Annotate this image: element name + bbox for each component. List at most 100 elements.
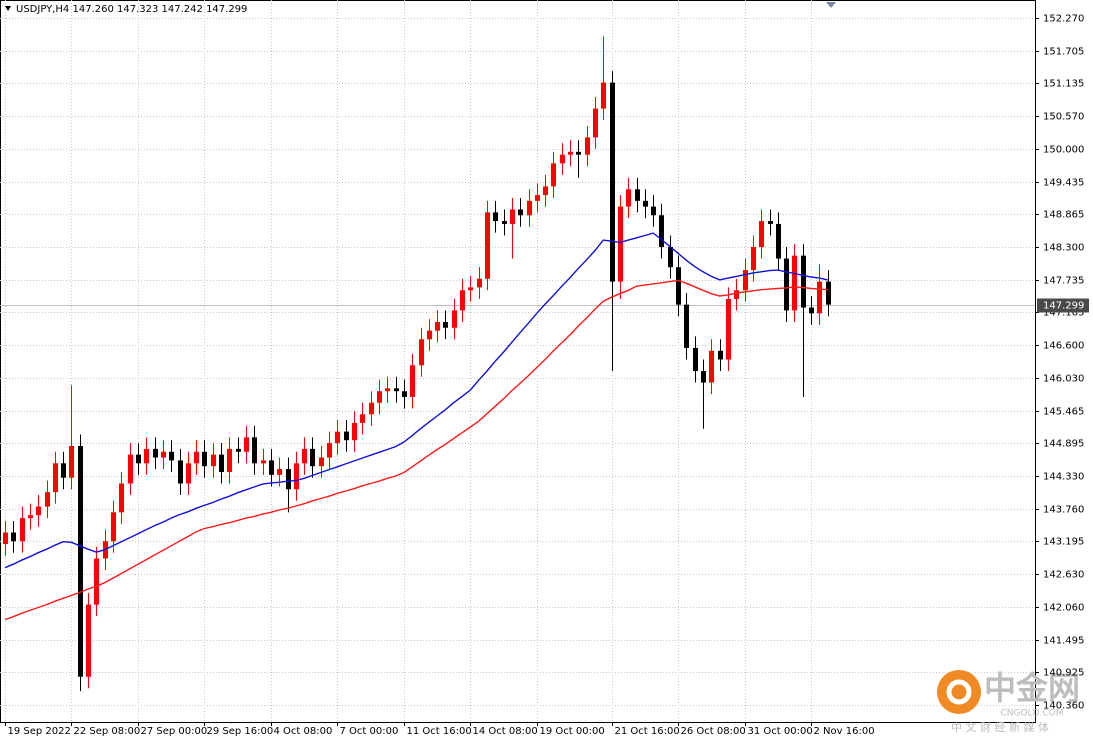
candle-body — [734, 290, 739, 299]
y-tick-label: 144.895 — [1043, 439, 1084, 450]
candle-body — [294, 463, 299, 490]
x-tick-label: 31 Oct 00:00 — [748, 726, 813, 737]
candle-body — [3, 532, 8, 545]
y-tick-label: 148.865 — [1043, 210, 1084, 221]
candle-body — [169, 451, 174, 461]
candle-body — [86, 604, 91, 677]
x-tick-label: 19 Sep 2022 — [8, 726, 71, 737]
y-tick-label: 150.570 — [1043, 112, 1084, 123]
candle-body — [593, 108, 598, 138]
y-tick-label: 146.600 — [1043, 341, 1084, 352]
watermark-name: 中金网 — [984, 669, 1080, 707]
candle-body — [20, 518, 25, 542]
candle-body — [701, 371, 706, 383]
candle-body — [776, 223, 781, 259]
candle-body — [286, 469, 291, 490]
x-tick-label: 27 Sep 00:00 — [141, 726, 208, 737]
candle-body — [161, 451, 166, 458]
menu-arrow[interactable] — [5, 6, 11, 11]
candle-body — [792, 255, 797, 311]
y-tick-label: 140.925 — [1043, 668, 1084, 679]
candle-body — [186, 463, 191, 484]
y-tick-label: 146.030 — [1043, 374, 1084, 385]
candle-body — [817, 281, 822, 314]
candle-body — [211, 454, 216, 467]
candle-body — [136, 454, 141, 464]
candle-body — [751, 246, 756, 271]
candle-body — [743, 270, 748, 291]
candle-body — [194, 451, 199, 464]
y-tick-label: 148.300 — [1043, 243, 1084, 254]
candle-body — [518, 209, 523, 216]
candle-body — [11, 532, 16, 542]
x-tick-label: 7 Oct 00:00 — [340, 726, 399, 737]
last-price-label: 147.299 — [1043, 301, 1084, 312]
watermark-site: CNGOLD.COM — [1000, 709, 1063, 719]
candle-body — [759, 221, 764, 247]
candle-body — [236, 448, 241, 452]
y-tick-label: 147.165 — [1043, 308, 1084, 319]
candle-body — [327, 443, 332, 458]
candle-body — [718, 350, 723, 360]
candle-body — [344, 431, 349, 441]
candle-body — [668, 246, 673, 268]
watermark-slogan: 中 文 财 经 新 媒 体 — [951, 720, 1049, 734]
candle-body — [45, 492, 50, 507]
candle-body — [410, 365, 415, 397]
candle-body — [551, 163, 556, 187]
candle-body — [369, 402, 374, 415]
y-tick-label: 141.495 — [1043, 636, 1084, 647]
y-tick-label: 145.465 — [1043, 407, 1084, 418]
candle-body — [568, 151, 573, 155]
y-tick-label: 151.135 — [1043, 79, 1084, 90]
x-tick-label: 22 Sep 08:00 — [74, 726, 141, 737]
candle-body — [61, 463, 66, 478]
chart-title: USDJPY,H4 147.260 147.323 147.242 147.29… — [16, 4, 247, 15]
candle-body — [377, 391, 382, 403]
candle-body — [635, 189, 640, 201]
candle-body — [485, 212, 490, 279]
moving-average-line — [4, 279, 828, 621]
candle-body — [244, 437, 249, 452]
candle-body — [394, 388, 399, 392]
candle-body — [784, 258, 789, 311]
candle-body — [826, 281, 831, 305]
candle-body — [319, 457, 324, 467]
candle-body — [269, 460, 274, 475]
candle-body — [128, 454, 133, 484]
candle-body — [419, 339, 424, 366]
x-tick-label: 14 Oct 08:00 — [473, 726, 538, 737]
candle-body — [477, 278, 482, 288]
candle-body — [219, 454, 224, 472]
candle-body — [684, 304, 689, 348]
candle-body — [643, 200, 648, 207]
candle-body — [94, 558, 99, 605]
candle-body — [119, 483, 124, 513]
candle-body — [809, 307, 814, 314]
shift-marker[interactable] — [826, 2, 836, 8]
candle-body — [111, 512, 116, 542]
y-tick-label: 143.195 — [1043, 537, 1084, 548]
x-tick-label: 29 Sep 16:00 — [207, 726, 274, 737]
candle-body — [535, 195, 540, 201]
candle-body — [78, 445, 83, 677]
candle-body — [676, 267, 681, 305]
y-tick-label: 144.330 — [1043, 472, 1084, 483]
candle-body — [610, 82, 615, 282]
candle-body — [178, 460, 183, 484]
last-price-box — [1037, 298, 1089, 313]
x-tick-label: 11 Oct 16:00 — [407, 726, 472, 737]
x-tick-label: 4 Oct 08:00 — [274, 726, 333, 737]
candle-body — [69, 445, 74, 478]
candle-body — [360, 414, 365, 423]
candle-body — [651, 206, 656, 216]
candle-body — [435, 321, 440, 331]
candle-body — [302, 448, 307, 464]
candle-body — [618, 206, 623, 282]
candle-body — [36, 506, 41, 516]
candle-body — [53, 463, 58, 493]
candle-body — [402, 391, 407, 397]
candle-body — [493, 212, 498, 222]
moving-average-line — [4, 232, 828, 569]
